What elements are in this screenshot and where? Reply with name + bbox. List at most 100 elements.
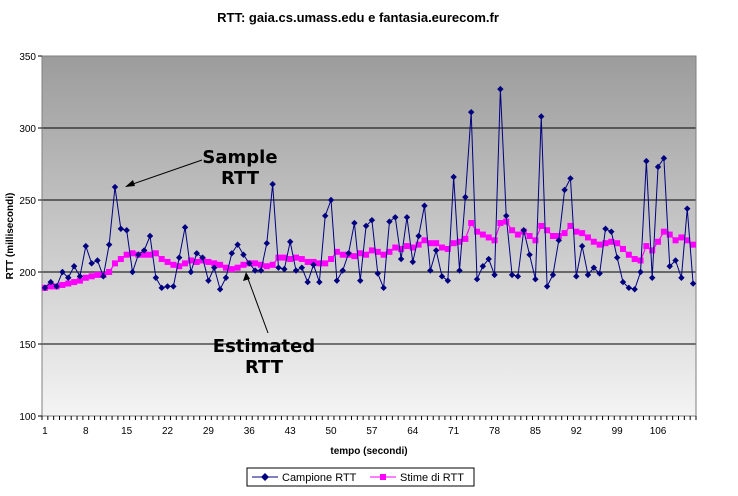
point-sample [205,277,212,284]
point-estimated [263,263,270,270]
point-sample [532,276,539,283]
point-estimated [287,256,294,263]
point-sample [613,254,621,261]
point-estimated [59,281,66,288]
point-estimated [608,238,615,245]
point-estimated [275,254,282,261]
point-sample [181,224,189,231]
x-tick-label: 50 [325,426,337,437]
point-estimated [211,260,218,267]
x-tick-label: 78 [489,426,501,437]
y-axis-label: RTT (millisecondi) [5,193,16,280]
point-estimated [158,256,165,263]
series-estimated-rtt [41,218,697,291]
point-estimated [526,233,533,239]
point-estimated [579,230,586,237]
point-sample [392,214,399,221]
point-sample [643,157,650,165]
point-sample [386,218,393,225]
x-tick-label: 106 [650,426,667,437]
point-estimated [257,261,264,268]
annotation-sample-rtt: Sample RTT [125,147,278,189]
point-sample [322,212,329,220]
point-sample [631,286,638,293]
point-sample [689,280,697,287]
point-sample [263,240,271,247]
point-estimated [293,254,300,261]
point-estimated [117,256,124,263]
point-sample [684,205,691,212]
point-sample [105,241,113,248]
point-sample [526,251,533,258]
point-estimated [164,258,171,265]
point-sample [135,251,142,258]
point-sample [543,283,551,290]
point-sample [47,278,54,286]
point-estimated [620,245,627,252]
point-sample [316,278,323,286]
point-estimated [421,237,428,244]
point-sample [94,257,101,264]
point-estimated [193,258,200,265]
point-estimated [368,247,375,254]
point-sample [310,261,317,268]
point-estimated [684,237,691,244]
point-sample [497,85,504,93]
point-sample [649,274,656,281]
point-sample [397,255,405,263]
point-sample [573,273,580,280]
point-sample [421,202,428,209]
x-tick-label: 8 [83,426,89,437]
point-sample [82,242,89,250]
x-tick-label: 57 [366,426,378,437]
point-estimated [71,279,78,286]
point-sample [357,277,364,284]
point-sample [374,270,381,277]
point-sample [286,238,294,245]
point-sample [152,274,160,281]
point-sample [351,219,358,227]
point-sample [76,273,84,280]
point-sample [462,193,469,201]
point-estimated [567,222,574,229]
point-estimated [427,240,434,247]
point-estimated [392,244,399,251]
gridlines [41,55,697,417]
point-estimated [637,257,644,264]
point-estimated [462,235,469,242]
point-sample [660,155,668,162]
x-tick-label: 92 [571,426,583,437]
point-sample [561,186,568,194]
point-sample [409,258,416,266]
point-sample [228,250,235,257]
point-estimated [602,240,609,247]
y-tick-label: 150 [19,340,36,351]
point-sample [339,267,346,274]
point-estimated [690,241,697,248]
point-sample [678,274,685,281]
point-sample [164,283,171,290]
x-axis-ticks: 1 8 15 22 29 36 43 50 57 64 71 78 85 92 99 106 [41,416,697,437]
point-sample [170,283,177,290]
point-estimated [456,238,463,245]
point-sample [555,237,562,244]
point-estimated [415,241,422,248]
series-sample-rtt [41,85,697,293]
point-sample [479,263,487,270]
y-tick-label: 100 [19,412,36,423]
point-estimated [205,258,212,265]
legend-marker-estimated [380,474,386,480]
point-estimated [123,251,130,258]
x-tick-label: 22 [162,426,174,437]
chart-title: RTT: gaia.cs.umass.edu e fantasia.eureco… [217,10,499,25]
y-tick-label: 200 [19,268,36,279]
point-estimated [631,256,638,263]
point-estimated [532,237,539,244]
point-estimated [281,254,288,261]
point-sample [549,271,557,279]
point-estimated [444,245,451,252]
point-sample [520,227,527,234]
point-estimated [316,260,323,267]
point-estimated [65,280,72,287]
